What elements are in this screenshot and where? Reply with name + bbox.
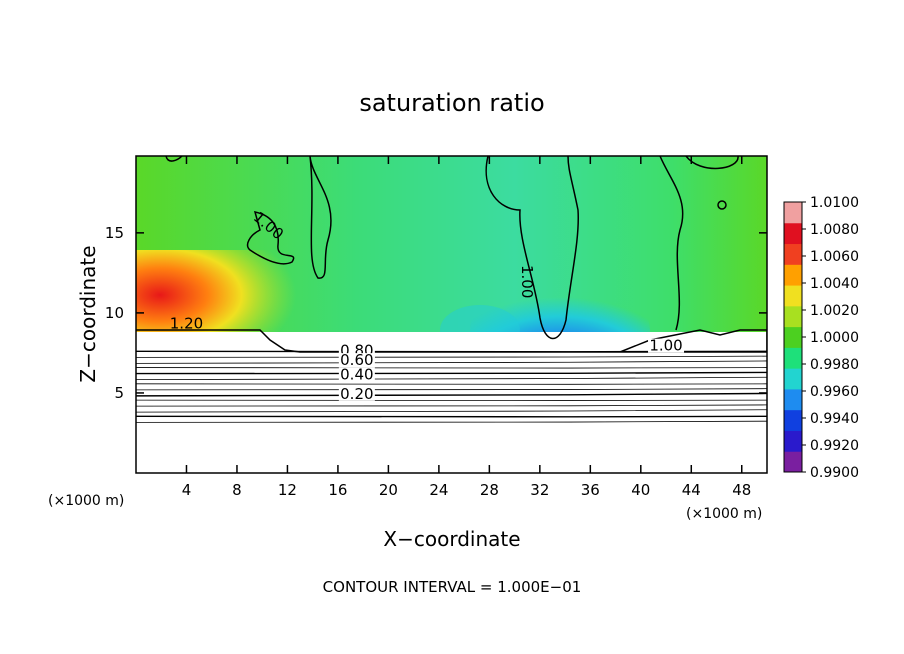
chart-title: saturation ratio bbox=[359, 89, 544, 117]
colorbar-swatch bbox=[784, 264, 802, 286]
x-tick-label: 40 bbox=[631, 481, 650, 499]
colorbar-label: 0.9940 bbox=[810, 411, 859, 427]
colorbar-label: 1.0040 bbox=[810, 276, 859, 292]
colorbar-label: 1.0020 bbox=[810, 303, 859, 319]
x-tick-label: 20 bbox=[379, 481, 398, 499]
colorbar-swatch bbox=[784, 409, 802, 431]
plot-area: 1.201.001.001.000.800.600.400.20 4 8 12 16 2… bbox=[105, 155, 768, 499]
contour-label-backing bbox=[338, 367, 375, 382]
contour-line bbox=[136, 415, 767, 418]
contour-label-backing bbox=[338, 353, 375, 368]
contour-labels: 1.201.001.001.000.800.600.400.20 bbox=[170, 208, 685, 403]
contour-line bbox=[136, 420, 767, 423]
x-tick-label: 48 bbox=[732, 481, 751, 499]
plot-frame bbox=[135, 155, 768, 474]
colorbar-label: 0.9960 bbox=[810, 384, 859, 400]
colorbar-label: 1.0080 bbox=[810, 222, 859, 238]
contour-line bbox=[136, 404, 767, 407]
contour-line bbox=[136, 399, 767, 401]
contour-label: 1.00 bbox=[649, 337, 682, 355]
contour-lines bbox=[136, 350, 767, 423]
contour-line bbox=[136, 392, 767, 397]
contour-line bbox=[136, 383, 767, 385]
colorbar-label: 1.0000 bbox=[810, 330, 859, 346]
contour-interval-note: CONTOUR INTERVAL = 1.000E−01 bbox=[323, 578, 582, 596]
x-tick-label: 8 bbox=[232, 481, 242, 499]
contour-line bbox=[136, 355, 767, 358]
x-tick-label: 44 bbox=[682, 481, 701, 499]
contour-label: 0.20 bbox=[340, 385, 373, 403]
contour-line bbox=[136, 371, 767, 375]
y-axis-title: Z−coordinate bbox=[76, 245, 100, 382]
colorbar-label: 0.9920 bbox=[810, 438, 859, 454]
x-tick-label: 28 bbox=[480, 481, 499, 499]
x-unit-left: (×1000 m) bbox=[48, 493, 124, 509]
colorbar-swatch bbox=[784, 202, 802, 224]
x-tick-label: 16 bbox=[328, 481, 347, 499]
colorbar-label: 1.0100 bbox=[810, 195, 859, 211]
y-tick-label: 10 bbox=[105, 304, 124, 322]
colorbar-swatch bbox=[784, 285, 802, 307]
colorbar-swatch bbox=[784, 388, 802, 411]
x-axis-title: X−coordinate bbox=[383, 527, 520, 551]
colorbar-swatch bbox=[784, 368, 802, 390]
x-tick-label: 4 bbox=[182, 481, 192, 499]
y-tick-label: 15 bbox=[105, 224, 124, 242]
contour-line bbox=[136, 388, 767, 391]
stable-layer bbox=[136, 332, 767, 473]
colorbar-label: 0.9900 bbox=[810, 465, 859, 481]
colorbar-swatch bbox=[784, 243, 802, 265]
colorbar-swatch bbox=[784, 305, 802, 328]
x-unit-right: (×1000 m) bbox=[686, 506, 762, 522]
supersaturation-region bbox=[136, 250, 296, 340]
contour-label-backing bbox=[648, 338, 685, 353]
x-axis-ticks: 4 8 12 16 20 24 28 32 36 40 44 48 bbox=[182, 156, 751, 499]
colorbar-label: 0.9980 bbox=[810, 357, 859, 373]
colorbar-swatch bbox=[784, 222, 802, 245]
contour-label: 0.40 bbox=[340, 366, 373, 384]
colorbar-swatch bbox=[784, 347, 802, 369]
colorbar-swatch bbox=[784, 430, 802, 452]
contour-line bbox=[136, 366, 767, 369]
x-tick-label: 12 bbox=[278, 481, 297, 499]
colorbar-swatch bbox=[784, 451, 802, 473]
contour-label: 1.20 bbox=[170, 314, 203, 332]
x-tick-label: 36 bbox=[581, 481, 600, 499]
cloud-base-edge bbox=[136, 329, 767, 353]
colorbar: 1.0100 1.0080 1.0060 1.0040 1.0020 1.0000 0.99… bbox=[783, 195, 859, 481]
contour-label-backing bbox=[338, 386, 375, 401]
y-tick-label: 5 bbox=[114, 384, 124, 402]
x-tick-label: 32 bbox=[530, 481, 549, 499]
contour-label: 1.00 bbox=[518, 265, 536, 298]
contour-label: 0.60 bbox=[340, 351, 373, 369]
colorbar-swatch bbox=[784, 326, 802, 348]
upper-contour-lines bbox=[165, 156, 739, 340]
x-tick-label: 24 bbox=[429, 481, 448, 499]
y-axis-ticks: 5 10 15 bbox=[105, 224, 767, 402]
colorbar-label: 1.0060 bbox=[810, 249, 859, 265]
